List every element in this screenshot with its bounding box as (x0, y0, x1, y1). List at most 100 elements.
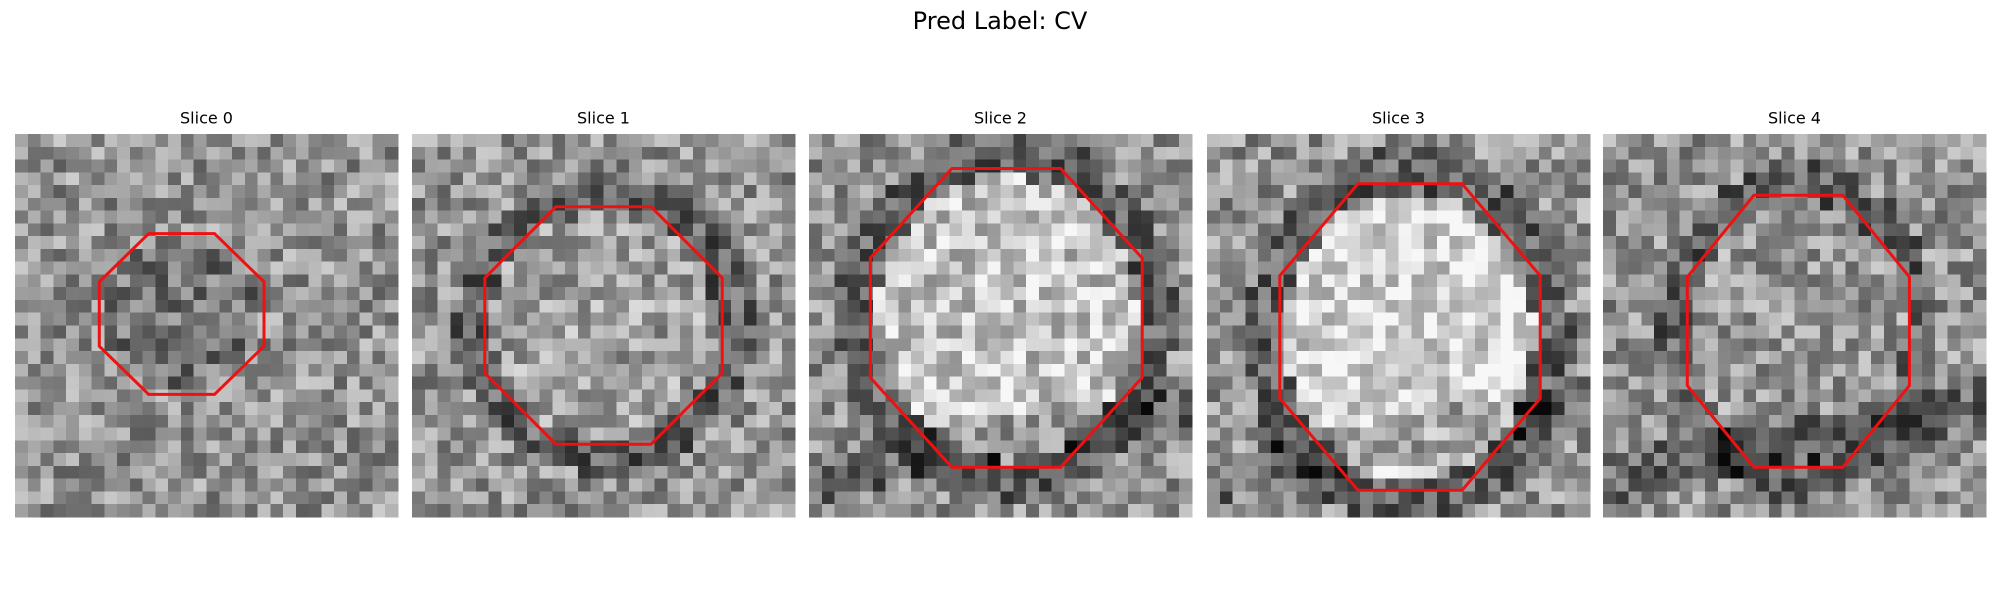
pixel (834, 402, 848, 416)
pixel (129, 338, 144, 352)
pixel (1896, 491, 1910, 505)
pixel (129, 389, 144, 403)
pixel (1513, 197, 1527, 212)
pixel (1436, 427, 1451, 441)
pixel (346, 248, 361, 263)
pixel (155, 465, 169, 480)
pixel (1013, 363, 1027, 378)
pixel (1000, 376, 1014, 390)
pixel (1577, 491, 1591, 505)
pixel (1947, 210, 1962, 224)
pixel (692, 146, 707, 161)
pixel (1705, 363, 1719, 378)
pixel (1026, 299, 1040, 314)
pixel (1064, 159, 1078, 173)
pixel (731, 210, 745, 224)
pixel (1089, 376, 1104, 390)
pixel (1026, 248, 1040, 263)
pixel (654, 185, 668, 199)
pixel (1513, 274, 1527, 288)
pixel (295, 389, 310, 403)
pixel (1756, 376, 1770, 390)
pixel (1845, 134, 1859, 148)
pixel (616, 146, 630, 161)
pixel (1756, 338, 1770, 352)
pixel (334, 453, 348, 467)
pixel (412, 478, 426, 493)
pixel (219, 134, 233, 148)
pixel (565, 389, 579, 403)
pixel (782, 248, 796, 263)
pixel (616, 261, 630, 276)
pixel (1615, 465, 1630, 480)
pixel (180, 236, 195, 250)
pixel (987, 261, 1002, 276)
pixel (1615, 185, 1630, 199)
pixel (1283, 312, 1297, 327)
pixel (155, 185, 169, 199)
pixel (539, 134, 554, 148)
pixel (680, 185, 694, 199)
pixel (104, 159, 118, 173)
pixel (1947, 376, 1962, 390)
pixel (78, 274, 93, 288)
pixel (1166, 325, 1180, 339)
pixel (66, 172, 80, 186)
pixel (705, 185, 719, 199)
pixel (475, 223, 490, 237)
pixel (539, 465, 554, 480)
pixel (1615, 210, 1630, 224)
pixel (27, 197, 42, 212)
pixel (1705, 134, 1719, 148)
pixel (475, 248, 490, 263)
pixel (1807, 146, 1821, 161)
pixel (1564, 351, 1578, 365)
pixel (1347, 159, 1361, 173)
pixel (860, 134, 874, 148)
pixel (206, 159, 220, 173)
pixel (1768, 376, 1783, 390)
pixel (603, 172, 617, 186)
pixel (1321, 351, 1336, 365)
pixel (437, 223, 451, 237)
pixel (1883, 440, 1898, 454)
pixel (1973, 159, 1987, 173)
pixel (1258, 248, 1272, 263)
pixel (1858, 185, 1872, 199)
pixel (1207, 453, 1221, 467)
pixel (219, 465, 233, 480)
pixel (1973, 491, 1987, 505)
pixel (1513, 427, 1527, 441)
pixel (603, 363, 617, 378)
pixel (1820, 402, 1834, 416)
pixel (1934, 261, 1949, 276)
pixel (962, 274, 976, 288)
pixel (1232, 248, 1246, 263)
pixel (1089, 325, 1104, 339)
pixel (283, 363, 297, 378)
pixel (232, 376, 246, 390)
pixel (743, 261, 758, 276)
pixel (1692, 389, 1706, 403)
pixel (1909, 402, 1923, 416)
pixel (718, 134, 732, 148)
pixel (385, 427, 399, 441)
pixel (1513, 363, 1527, 378)
pixel (168, 402, 182, 416)
pixel (1564, 363, 1578, 378)
pixel (1000, 299, 1014, 314)
pixel (949, 440, 963, 454)
pixel (1730, 223, 1745, 237)
pixel (1858, 414, 1872, 429)
pixel (680, 504, 694, 518)
pixel (1807, 312, 1821, 327)
contour (1685, 193, 1911, 469)
pixel (142, 440, 157, 454)
pixel (1577, 389, 1591, 403)
pixel (577, 274, 592, 288)
pixel (769, 402, 783, 416)
pixel (872, 376, 887, 390)
pixel (1166, 134, 1180, 148)
pixel (1973, 453, 1987, 467)
pixel (1309, 478, 1323, 493)
